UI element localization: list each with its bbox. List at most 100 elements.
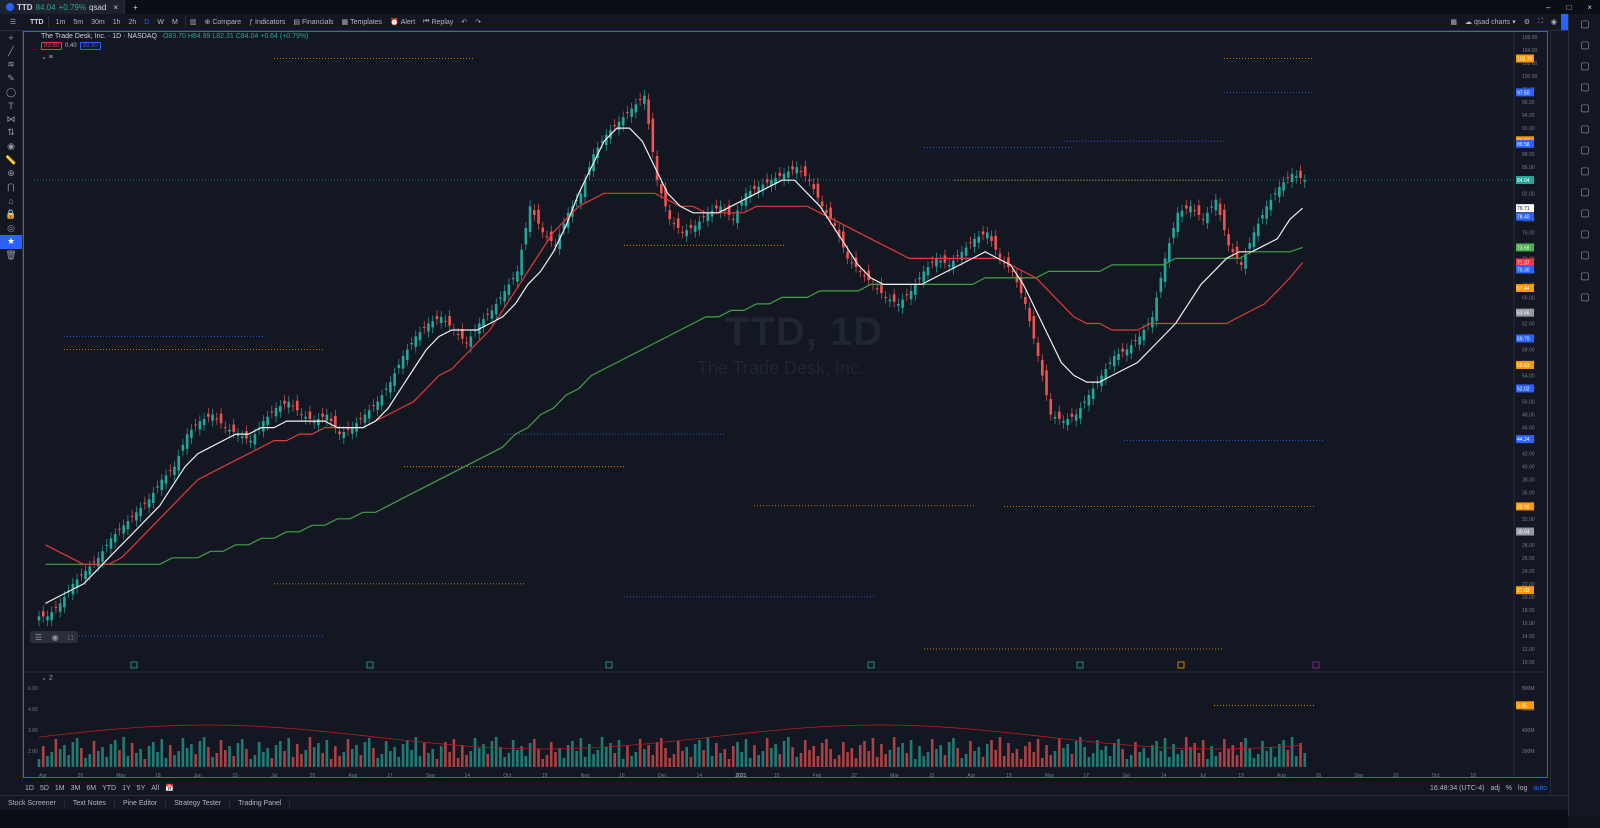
new-tab-icon[interactable]: + — [132, 2, 138, 12]
list-icon[interactable]: ☰ — [34, 632, 42, 642]
symbol-search[interactable]: TTD — [30, 18, 44, 26]
menu-icon[interactable]: ☰ — [9, 19, 17, 26]
hotlist-icon[interactable]: ▢ — [1580, 82, 1590, 93]
panel-strategy-tester[interactable]: Strategy Tester — [166, 800, 231, 807]
streams-icon[interactable]: ▢ — [1580, 187, 1590, 198]
fib-icon[interactable]: ≋ — [7, 59, 15, 70]
magnet-icon[interactable]: ⋂ — [7, 181, 15, 192]
interval-5m[interactable]: 5m — [73, 18, 84, 26]
ideas-icon[interactable]: ▢ — [1580, 124, 1590, 135]
calendar-icon[interactable]: ▢ — [1580, 103, 1590, 114]
interval-w[interactable]: W — [157, 18, 164, 26]
replay-button[interactable]: ⏮ Replay — [423, 18, 454, 26]
signals-icon[interactable]: ▢ — [1580, 250, 1590, 261]
interval-d[interactable]: D — [144, 18, 150, 26]
screenshot-icon[interactable]: ◉ — [1550, 19, 1558, 26]
pattern-icon[interactable]: ⋈ — [6, 113, 16, 124]
range-1y[interactable]: 1Y — [122, 784, 131, 792]
goto-date-icon[interactable]: 📅 — [165, 785, 174, 792]
auto-toggle[interactable]: auto — [1533, 784, 1547, 792]
candle-body — [1176, 212, 1180, 232]
candle-body — [825, 210, 828, 213]
interval-1m[interactable]: 1m — [55, 18, 66, 26]
interval-30m[interactable]: 30m — [91, 18, 105, 26]
close-icon[interactable]: × — [1587, 2, 1592, 12]
alert-button[interactable]: ⏰ Alert — [390, 18, 416, 27]
chart-icon[interactable]: ▢ — [1580, 271, 1590, 282]
collapse-legend-icon[interactable]: ⌄ ≡ — [41, 54, 53, 61]
ruler-icon[interactable]: 📏 — [5, 154, 17, 165]
panel-pine-editor[interactable]: Pine Editor — [115, 800, 167, 807]
compare-button[interactable]: ⊕ Compare — [204, 18, 242, 27]
templates-button[interactable]: ▦ Templates — [341, 18, 383, 27]
visibility-icon[interactable]: ◎ — [7, 222, 15, 233]
range-5y[interactable]: 5Y — [136, 784, 146, 792]
legend-title[interactable]: The Trade Desk, Inc. · 1D · NASDAQ — [41, 33, 157, 40]
watchlist-icon[interactable]: ▢ — [1580, 19, 1590, 30]
range-all[interactable]: All — [151, 784, 160, 792]
buy-button[interactable]: 83.90 — [79, 42, 101, 50]
alerts-icon[interactable]: ▢ — [1580, 40, 1590, 51]
trendline-icon[interactable]: ╱ — [8, 45, 14, 56]
candle-body — [533, 210, 536, 215]
range-5d[interactable]: 5D — [39, 784, 49, 792]
text-icon[interactable]: T — [8, 100, 14, 111]
chat-icon[interactable]: ▢ — [1580, 166, 1590, 177]
range-6m[interactable]: 6M — [86, 784, 97, 792]
candle-body — [664, 188, 667, 207]
price-tag — [1516, 527, 1534, 536]
chart-tab[interactable]: TTD 84.04 +0.79% qsad × — [0, 0, 125, 14]
range-1d[interactable]: 1D — [25, 784, 34, 792]
fullscreen-icon[interactable]: ⛶ — [1538, 18, 1543, 25]
financials-button[interactable]: ▤ Financials — [293, 18, 334, 27]
maximize-icon[interactable]: □ — [1566, 2, 1572, 12]
interval-m[interactable]: M — [171, 18, 178, 26]
eye-icon[interactable]: ◉ — [51, 632, 59, 642]
prediction-icon[interactable]: ⇅ — [7, 127, 15, 138]
sell-button[interactable]: 83.80 — [41, 42, 63, 50]
panel-text-notes[interactable]: Text Notes — [65, 800, 115, 807]
brush-icon[interactable]: ✎ — [7, 73, 15, 84]
interval-1h[interactable]: 1h — [112, 18, 121, 26]
layout-grid-icon[interactable]: ▦ — [1450, 19, 1458, 26]
favorites-icon[interactable]: ★ — [0, 234, 22, 249]
chart-pane[interactable]: 106.00104.00102.00100.0098.0096.0094.009… — [23, 31, 1549, 779]
lock-icon[interactable]: 🔒 — [5, 209, 17, 220]
range-3m[interactable]: 3M — [70, 784, 81, 792]
indicators-button[interactable]: ƒ Indicators — [249, 18, 286, 26]
trash-icon[interactable]: 🗑 — [5, 249, 17, 260]
news-icon[interactable]: ▢ — [1580, 145, 1590, 156]
range-1m[interactable]: 1M — [54, 784, 65, 792]
chart-canvas[interactable]: 106.00104.00102.00100.0098.0096.0094.009… — [24, 32, 1549, 779]
panel-stock-screener[interactable]: Stock Screener — [0, 800, 65, 807]
panel-trading-panel[interactable]: Trading Panel — [230, 800, 291, 807]
candle-body — [795, 167, 799, 174]
clock[interactable]: 16:48:34 (UTC-4) — [1429, 784, 1485, 792]
range-ytd[interactable]: YTD — [102, 784, 117, 792]
notifications-icon[interactable]: ▢ — [1580, 229, 1590, 240]
minimize-icon[interactable]: – — [1546, 2, 1551, 12]
settings-icon[interactable]: ⚙ — [1523, 19, 1531, 26]
eye-icon[interactable]: ◉ — [7, 141, 15, 152]
candle-body — [1070, 413, 1074, 417]
percent-toggle[interactable]: % — [1505, 784, 1513, 792]
square-icon[interactable]: □ — [68, 632, 74, 642]
adj-toggle[interactable]: adj — [1490, 784, 1500, 792]
undo-icon[interactable]: ↶ — [461, 19, 468, 26]
interval-2h[interactable]: 2h — [128, 18, 137, 26]
candle-body — [914, 284, 917, 295]
redo-icon[interactable]: ↷ — [475, 19, 482, 26]
layout-select[interactable]: ☁ qsad charts ▾ — [1465, 18, 1516, 27]
zoom-icon[interactable]: ⊕ — [7, 168, 15, 179]
shape-icon[interactable]: ◯ — [5, 86, 17, 97]
lock-drawing-icon[interactable]: ⌂ — [8, 195, 14, 206]
layers-icon[interactable]: ▢ — [1580, 292, 1590, 303]
crosshair-icon[interactable]: + — [8, 32, 14, 43]
calendar-icon-2[interactable]: ▢ — [1580, 208, 1590, 219]
data-window-icon[interactable]: ▢ — [1580, 61, 1590, 72]
volume-indicator-label[interactable]: ⌄ 2 — [41, 675, 53, 682]
log-toggle[interactable]: log — [1518, 784, 1528, 792]
close-tab-icon[interactable]: × — [113, 2, 118, 12]
price-tag — [1516, 88, 1534, 97]
chart-type-icon[interactable]: ▥ — [189, 19, 197, 26]
